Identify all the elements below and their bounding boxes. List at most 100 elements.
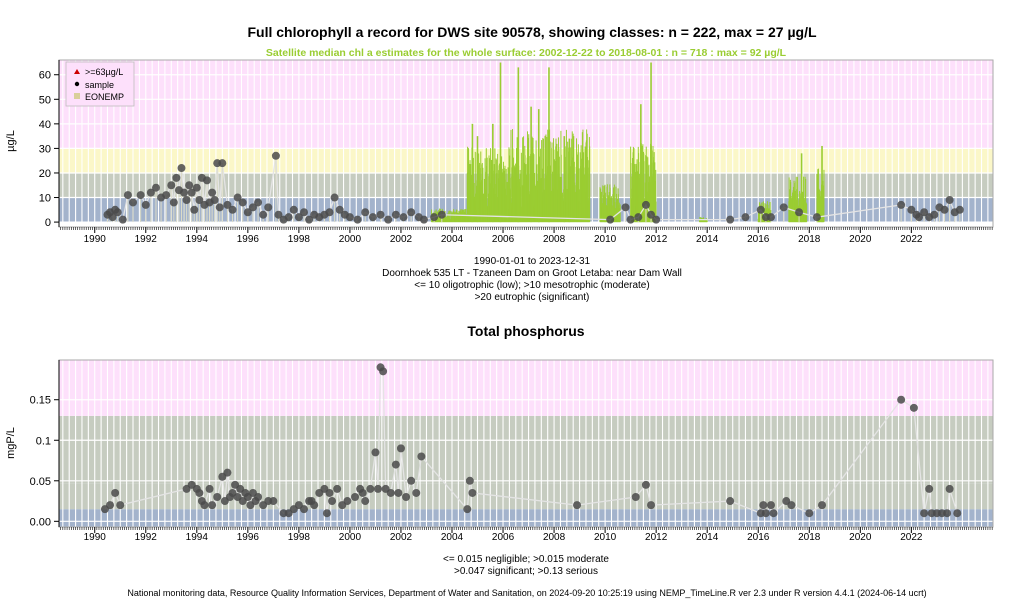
x-tick-label: 1992 <box>135 532 158 543</box>
sample-point <box>228 205 237 214</box>
sample-point <box>394 488 403 497</box>
y-tick-label: 0.1 <box>36 435 51 447</box>
sample-point <box>248 203 257 212</box>
tp-caption-line: >0.047 significant; >0.13 serious <box>454 566 598 577</box>
sample-point <box>391 210 400 219</box>
sample-point <box>437 210 446 219</box>
sample-point <box>169 198 178 207</box>
x-tick-label: 2000 <box>339 234 362 245</box>
sample-point <box>376 210 385 219</box>
x-tick-label: 1996 <box>237 532 260 543</box>
sample-point <box>106 501 115 510</box>
sample-point <box>361 208 370 217</box>
sample-point <box>185 181 194 190</box>
tp-caption-line: <= 0.015 negligible; >0.015 moderate <box>443 554 609 565</box>
sample-point <box>167 181 176 190</box>
sample-point <box>203 176 212 185</box>
sample-point <box>271 151 280 160</box>
x-tick-label: 2004 <box>441 532 464 543</box>
sample-point <box>787 501 796 510</box>
sample-point <box>361 497 370 506</box>
sample-point <box>343 497 352 506</box>
chl-y-axis-label: µg/L <box>5 130 17 152</box>
sample-point <box>407 208 416 217</box>
x-tick-label: 2006 <box>492 234 515 245</box>
sample-point <box>289 205 298 214</box>
sample-point <box>726 497 735 506</box>
sample-point <box>182 195 191 204</box>
y-tick-label: 0.05 <box>30 476 51 488</box>
sample-point <box>368 213 377 222</box>
sample-point <box>430 213 439 222</box>
x-tick-label: 2020 <box>849 532 872 543</box>
legend-square-icon <box>74 93 80 99</box>
sample-point <box>373 484 382 493</box>
sample-point <box>264 203 273 212</box>
x-tick-label: 2008 <box>543 234 566 245</box>
sample-point <box>396 444 405 453</box>
x-tick-label: 2012 <box>645 234 668 245</box>
chl-subtitle: Satellite median chl a estimates for the… <box>266 47 787 59</box>
sample-point <box>294 213 303 222</box>
y-tick-label: 60 <box>39 70 51 82</box>
sample-point <box>162 191 171 200</box>
sample-point <box>111 488 120 497</box>
sample-point <box>123 191 132 200</box>
chl-caption-line: <= 10 oligotrophic (low); >10 mesotrophi… <box>414 280 649 291</box>
sample-point <box>812 213 821 222</box>
sample-point <box>386 488 395 497</box>
sample-point <box>325 488 334 497</box>
chl-plot: 0 10 20 30 40 50 60 1990 1992 1994 1996 1998 2000 200… <box>39 59 994 245</box>
sample-point <box>769 509 778 518</box>
sample-point <box>402 493 411 502</box>
sample-point <box>909 403 918 412</box>
sample-point <box>177 164 186 173</box>
sample-point <box>907 205 916 214</box>
x-tick-label: 2018 <box>798 234 821 245</box>
class-band <box>59 60 993 149</box>
sample-point <box>113 208 122 217</box>
sample-point <box>641 480 650 489</box>
x-tick-label: 2012 <box>645 532 668 543</box>
sample-point <box>215 203 224 212</box>
x-tick-label: 2020 <box>849 234 872 245</box>
y-tick-label: 30 <box>39 143 51 155</box>
sample-point <box>621 203 630 212</box>
x-tick-label: 2016 <box>747 234 770 245</box>
y-tick-label: 10 <box>39 193 51 205</box>
sample-point <box>766 213 775 222</box>
sample-point <box>243 208 252 217</box>
x-tick-label: 2010 <box>594 532 617 543</box>
sample-point <box>172 173 181 182</box>
sample-point <box>756 205 765 214</box>
tp-y-axis-label: mgP/L <box>5 427 17 459</box>
sample-point <box>284 213 293 222</box>
sample-point <box>626 215 635 224</box>
sample-point <box>940 205 949 214</box>
sample-point <box>299 505 308 514</box>
legend-dot-icon <box>74 81 80 87</box>
x-tick-label: 2004 <box>441 234 464 245</box>
sample-point <box>805 509 814 518</box>
sample-point <box>325 208 334 217</box>
sample-point <box>335 205 344 214</box>
x-tick-label: 1990 <box>84 532 107 543</box>
sample-point <box>353 215 362 224</box>
x-tick-label: 1992 <box>135 234 158 245</box>
sample-point <box>634 213 643 222</box>
y-tick-label: 20 <box>39 168 51 180</box>
sample-point <box>399 213 408 222</box>
sample-point <box>897 200 906 209</box>
sample-point <box>920 208 929 217</box>
y-tick-label: 0.15 <box>30 395 51 407</box>
chl-x-caption: 1990-01-01 to 2023-12-31 Doornhoek 535 L… <box>382 256 682 303</box>
sample-point <box>761 509 770 518</box>
sample-point <box>741 213 750 222</box>
x-tick-label: 2002 <box>390 532 413 543</box>
sample-point <box>371 448 380 457</box>
sample-point <box>468 488 477 497</box>
sample-point <box>180 188 189 197</box>
sample-point <box>305 215 314 224</box>
sample-point <box>195 195 204 204</box>
